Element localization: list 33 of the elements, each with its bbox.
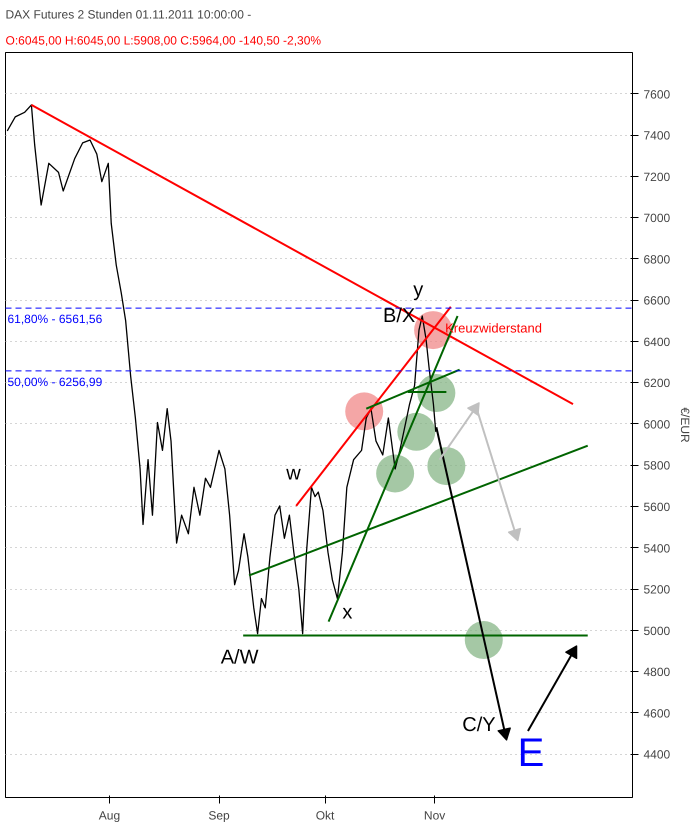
y-tick-label: 6400 [644, 334, 671, 349]
y-tick-label: 6000 [644, 417, 671, 432]
annotation: 61,80% - 6561,56 [8, 312, 103, 326]
x-tick-label: Sep [208, 808, 230, 822]
y-tick-label: 4800 [644, 665, 671, 680]
y-tick-label: 4600 [644, 706, 671, 720]
y-tick-label: 6800 [644, 252, 671, 266]
annotation: w [285, 462, 302, 484]
y-tick-label: 7200 [644, 170, 671, 184]
y-tick-label: 5600 [644, 500, 671, 514]
y-tick-label: 4400 [644, 748, 671, 762]
y-tick-label: 5200 [644, 582, 671, 597]
annotation: B/X [383, 305, 416, 328]
annotation: y [413, 279, 424, 302]
x-tick-label: Okt [316, 808, 336, 822]
chart-title: DAX Futures 2 Stunden 01.11.2011 10:00:00 - [6, 8, 252, 22]
y-tick-label: 7400 [644, 128, 671, 143]
y-tick-label: 5400 [644, 541, 671, 556]
y-tick-label: 5800 [644, 458, 671, 473]
annotation: x [342, 602, 352, 624]
annotation: E [518, 730, 544, 775]
x-tick-label: Nov [424, 808, 446, 822]
annotation: C/Y [462, 714, 496, 736]
chart-subtitle: O:6045,00 H:6045,00 L:5908,00 C:5964,00 -140,50 -2,30% [6, 34, 322, 48]
y-tick-label: 7000 [644, 211, 671, 226]
y-tick-label: 6600 [644, 294, 671, 308]
annotation: 50,00% - 6256,99 [8, 374, 103, 389]
y-tick-label: 5000 [644, 624, 671, 638]
x-tick-label: Aug [98, 808, 120, 822]
annotation: A/W [220, 646, 259, 669]
y-axis-title: €/EUR [678, 407, 692, 444]
y-tick-label: 6200 [644, 376, 671, 390]
y-tick-label: 7600 [644, 87, 671, 102]
